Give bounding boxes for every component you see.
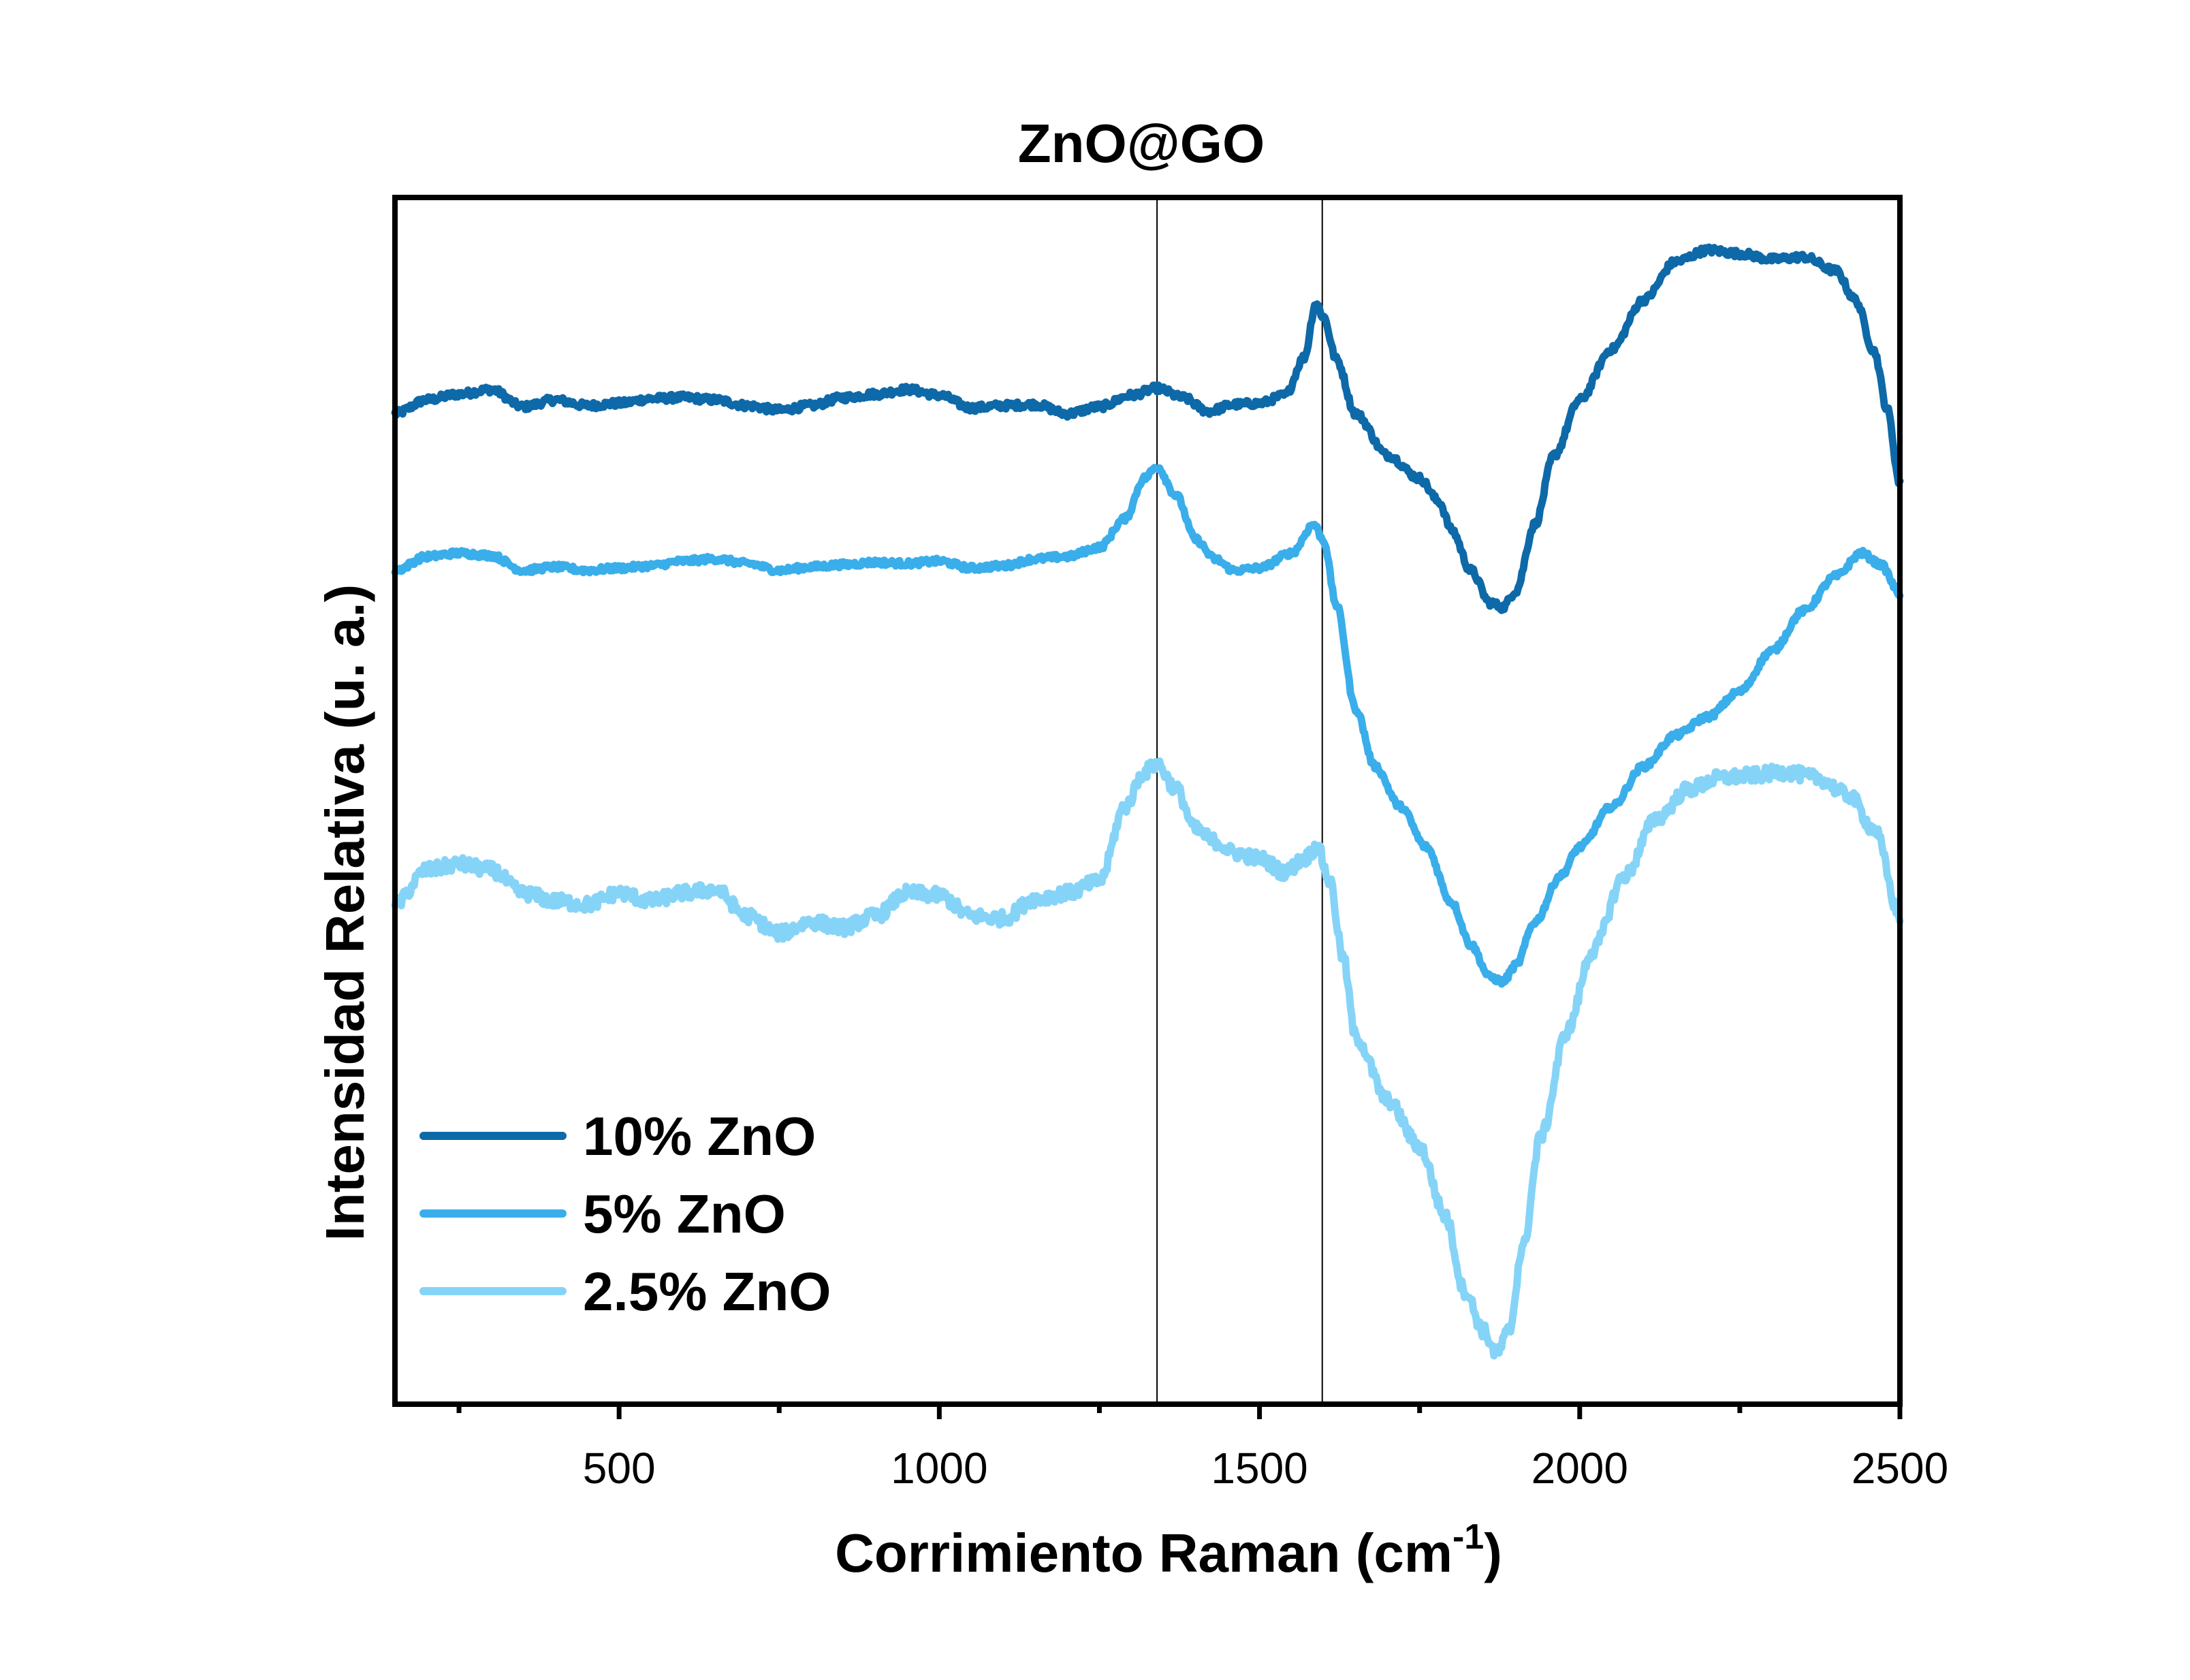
chart-title: ZnO@GO (1018, 113, 1265, 174)
x-axis-label-main: Corrimiento Raman (cm (835, 1523, 1453, 1583)
x-axis-label-superscript: -1 (1453, 1517, 1484, 1557)
series-line-1 (391, 243, 1904, 614)
x-axis-label-close: ) (1484, 1523, 1502, 1583)
x-tick-label: 500 (583, 1444, 656, 1493)
legend-label-2: 5% ZnO (583, 1184, 786, 1244)
x-tick-label: 2500 (1852, 1444, 1948, 1493)
legend: 10% ZnO 5% ZnO 2.5% ZnO (419, 1106, 831, 1322)
x-tick-label: 2000 (1532, 1444, 1628, 1493)
plot-frame (392, 195, 1903, 1407)
x-axis-label: Corrimiento Raman (cm-1) (835, 1517, 1502, 1583)
plot-area (391, 197, 1904, 1404)
x-axis: 500 1000 1500 2000 2500 (456, 1404, 1948, 1493)
x-tick-label: 1000 (891, 1444, 987, 1493)
y-axis-label: Intensidad Relativa (u. a.) (315, 584, 375, 1241)
legend-label-3: 2.5% ZnO (583, 1261, 831, 1322)
series-line-3 (391, 757, 1904, 1360)
legend-label-1: 10% ZnO (583, 1106, 816, 1167)
x-tick-label: 1500 (1211, 1444, 1307, 1493)
series-line-2 (391, 464, 1904, 988)
